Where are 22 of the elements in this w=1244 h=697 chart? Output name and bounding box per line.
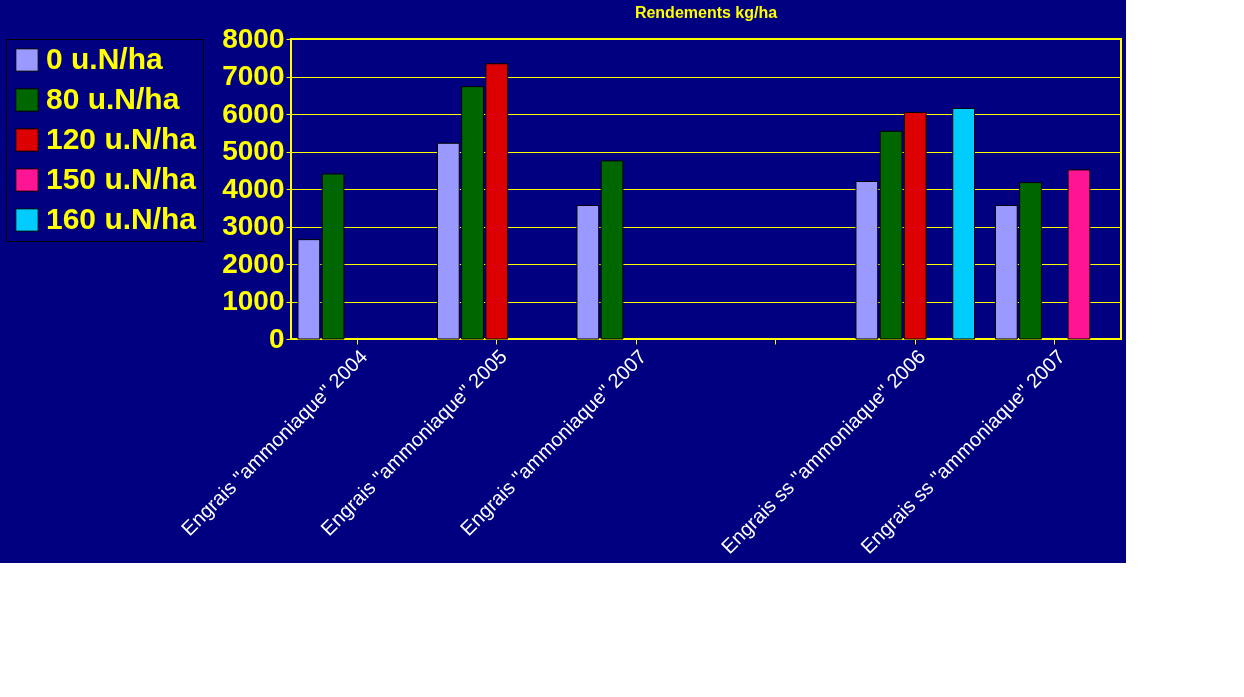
y-tick-label: 8000 xyxy=(222,22,285,54)
y-tick-label: 4000 xyxy=(222,172,285,204)
bar xyxy=(952,107,976,340)
y-tick-label: 7000 xyxy=(222,60,285,91)
bar xyxy=(297,239,321,340)
legend-label: 120 u.N/ha xyxy=(46,122,197,155)
y-tick-label: 0 xyxy=(268,322,285,354)
bar xyxy=(576,205,600,340)
chart-title: Rendements kg/ha xyxy=(634,4,778,21)
bar xyxy=(855,181,879,340)
y-tick-label: 1000 xyxy=(222,285,285,316)
legend-label: 0 u.N/ha xyxy=(46,42,163,75)
y-tick-label: 2000 xyxy=(222,247,285,279)
bar xyxy=(600,160,624,340)
y-tick-label: 3000 xyxy=(222,210,285,241)
y-tick-label: 6000 xyxy=(222,97,285,129)
legend-label: 80 u.N/ha xyxy=(46,82,180,115)
y-tick-label: 5000 xyxy=(222,135,285,166)
bar xyxy=(1067,169,1091,340)
legend-label: 160 u.N/ha xyxy=(46,202,197,235)
legend-label: 150 u.N/ha xyxy=(46,162,197,195)
bar xyxy=(321,173,345,340)
